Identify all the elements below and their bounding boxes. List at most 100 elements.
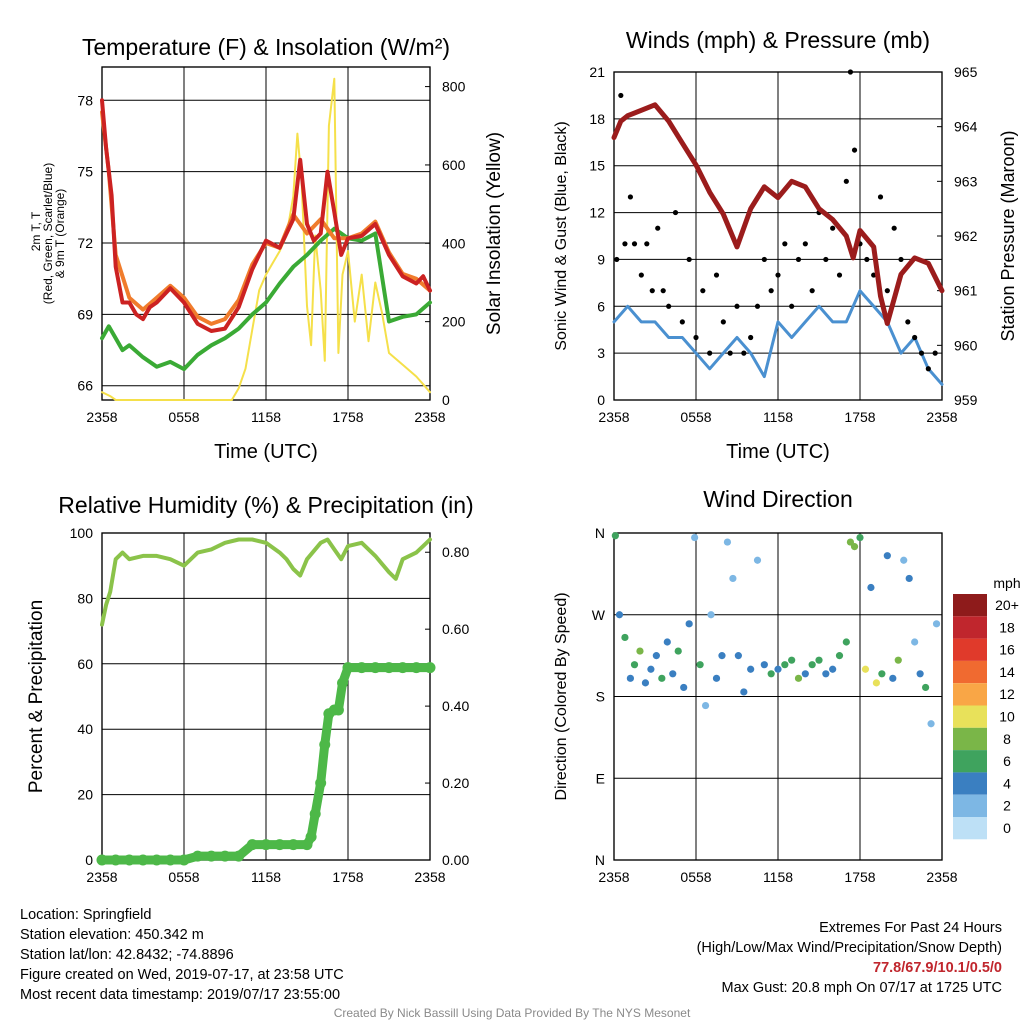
direction-point (889, 674, 897, 682)
x-axis-label: Time (UTC) (214, 441, 318, 463)
gust-point (795, 256, 802, 263)
colorbar-swatch (953, 638, 987, 661)
y-tick-label: 100 (70, 525, 94, 541)
colorbar-label: 8 (1003, 731, 1011, 747)
direction-point (718, 652, 726, 660)
y-axis-label: Direction (Colored By Speed) (553, 592, 570, 800)
y2-tick-label: 0.40 (442, 698, 469, 714)
direction-point (647, 665, 655, 673)
station-location: Location: Springfield (20, 907, 152, 923)
gust-point (925, 366, 931, 372)
y2-axis-label: Solar Insolation (Yellow) (484, 132, 505, 335)
plot-border-2 (613, 71, 943, 401)
direction-point (861, 665, 870, 673)
station-info: Location: Springfield Station elevation:… (20, 905, 344, 1005)
colorbar-swatch (953, 594, 987, 617)
direction-point (856, 533, 864, 542)
y-tick-label: 75 (77, 164, 93, 180)
x-axis-label: Time (UTC) (726, 441, 830, 463)
gust-point (631, 241, 638, 247)
direction-point (747, 665, 755, 673)
y-tick-label: 15 (589, 158, 605, 174)
y2-tick-label: 961 (954, 283, 978, 299)
gust-point (932, 350, 938, 356)
direction-point (872, 679, 881, 687)
direction-point (815, 656, 823, 664)
station-elevation: Station elevation: 450.342 m (20, 927, 204, 943)
colorbar-swatch (953, 794, 987, 817)
direction-point (740, 688, 748, 696)
direction-point (658, 674, 666, 682)
gust-point (789, 303, 795, 309)
colorbar-label: 0 (1003, 820, 1011, 836)
direction-point (707, 611, 715, 619)
direction-point (630, 661, 639, 669)
colorbar-swatch (953, 683, 987, 706)
colorbar-swatch (953, 705, 987, 728)
dewpoint-line (100, 226, 432, 372)
direction-point (712, 674, 721, 682)
x-tick-label: 0558 (168, 869, 199, 885)
gust-point (884, 288, 890, 294)
direction-point (663, 638, 671, 646)
temp-2m-line (100, 98, 432, 333)
x-tick-label: 0558 (680, 869, 711, 885)
y-tick-label: 66 (77, 378, 93, 394)
colorbar-label: 4 (1003, 775, 1011, 791)
x-tick-label: 2358 (414, 409, 445, 425)
y2-tick-label: 0.60 (442, 621, 469, 637)
extremes-subtitle: (High/Low/Max Wind/Precipitation/Snow De… (696, 940, 1002, 956)
y2-tick-label: 959 (954, 392, 978, 408)
direction-point (701, 701, 710, 710)
direction-point (723, 538, 732, 546)
colorbar-label: 2 (1003, 798, 1011, 814)
direction-point (916, 670, 924, 678)
gust-point (754, 303, 761, 309)
x-tick-label: 1158 (251, 409, 281, 425)
y-tick-label: 18 (589, 111, 605, 127)
gust-point (836, 272, 843, 278)
colorbar-label: 6 (1003, 753, 1011, 769)
colorbar-label: 16 (999, 642, 1015, 658)
gust-point (693, 334, 699, 341)
y-tick-label: 3 (597, 345, 605, 361)
direction-point (652, 652, 660, 660)
gust-point (713, 272, 720, 278)
gust-point (734, 303, 740, 309)
colorbar-label: 12 (999, 686, 1015, 702)
direction-point (734, 652, 742, 660)
gust-point (843, 178, 849, 184)
direction-point (808, 661, 816, 669)
y-tick-label: N (595, 852, 605, 868)
y-tick-label: 6 (597, 298, 605, 314)
colorbar-swatch (953, 750, 987, 773)
direction-point (842, 638, 850, 646)
direction-point (867, 583, 875, 592)
gust-point (679, 319, 685, 325)
y2-tick-label: 962 (954, 228, 978, 244)
y-tick-label: E (596, 770, 605, 786)
y2-tick-label: 800 (442, 79, 466, 95)
gust-point (823, 256, 829, 263)
x-tick-label: 2358 (926, 409, 957, 425)
direction-point (883, 552, 891, 560)
gust-point (761, 256, 767, 263)
colorbar-label: 20+ (995, 597, 1019, 613)
direction-point (878, 670, 886, 678)
plot-border-1 (101, 66, 431, 401)
gust-point (627, 194, 634, 200)
gust-point (720, 319, 726, 325)
rh-line (100, 537, 432, 627)
colorbar-label: 14 (999, 664, 1015, 680)
direction-point (794, 674, 803, 682)
x-tick-label: 1158 (763, 409, 793, 425)
x-tick-label: 1758 (332, 409, 363, 425)
direction-point (927, 720, 935, 728)
gust-point (847, 69, 854, 75)
direction-point (788, 656, 796, 664)
y2-tick-label: 964 (954, 119, 978, 135)
gust-point (638, 272, 644, 278)
y-axis-label: Sonic Wind & Gust (Blue, Black) (553, 121, 570, 350)
gust-point (649, 288, 655, 294)
direction-point (932, 620, 941, 628)
